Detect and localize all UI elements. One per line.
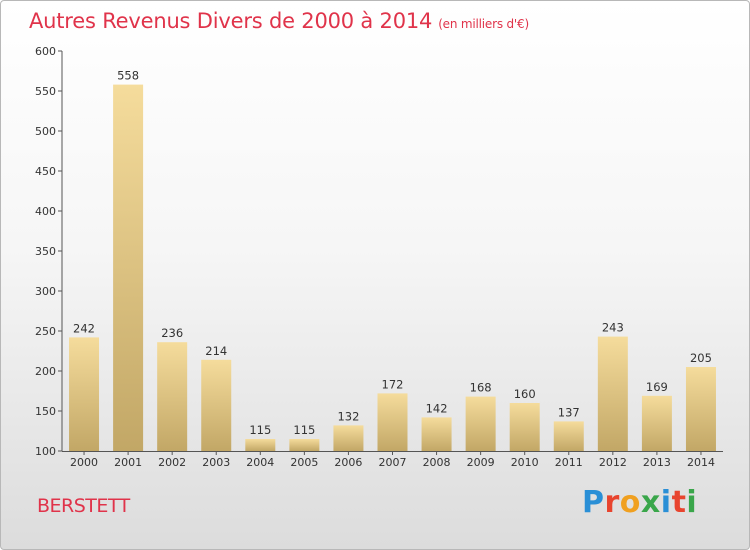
y-tick-label: 250	[35, 325, 56, 338]
value-label-2002: 236	[161, 326, 183, 340]
logo-letter: r	[604, 485, 620, 520]
bar-2006	[333, 425, 364, 451]
logo-letter: x	[640, 485, 661, 520]
value-label-2011: 137	[558, 405, 580, 419]
bar-2003	[201, 359, 232, 451]
chart-subtitle: (en milliers d'€)	[438, 17, 529, 31]
y-tick-label: 350	[35, 245, 56, 258]
y-tick-label: 400	[35, 205, 56, 218]
logo-letter: t	[671, 485, 687, 520]
value-label-2006: 132	[337, 409, 359, 423]
y-tick-label: 100	[35, 445, 56, 458]
bar-2013	[641, 395, 672, 451]
logo-letter: i	[686, 485, 698, 520]
x-tick-label-2013: 2013	[643, 456, 671, 469]
bar-2014	[685, 367, 716, 451]
y-tick-label: 450	[35, 165, 56, 178]
location-label: BERSTETT	[37, 495, 130, 517]
value-label-2005: 115	[293, 423, 315, 437]
x-tick-label-2004: 2004	[246, 456, 274, 469]
x-tick-label-2007: 2007	[379, 456, 407, 469]
x-tick-label-2008: 2008	[423, 456, 451, 469]
value-label-2014: 205	[690, 351, 712, 365]
x-tick-label-2014: 2014	[687, 456, 715, 469]
value-label-2007: 172	[382, 377, 404, 391]
value-label-2008: 142	[426, 401, 448, 415]
bar-2012	[597, 336, 628, 451]
bar-2010	[509, 403, 540, 451]
bar-2002	[157, 342, 188, 451]
bar-2005	[289, 439, 320, 451]
y-tick-label: 600	[35, 45, 56, 58]
x-tick-label-2010: 2010	[511, 456, 539, 469]
bar-2000	[69, 337, 100, 451]
y-tick-label: 500	[35, 125, 56, 138]
value-label-2003: 214	[205, 344, 227, 358]
bar-2009	[465, 396, 496, 451]
y-tick-label: 200	[35, 365, 56, 378]
x-tick-label-2000: 2000	[70, 456, 98, 469]
bar-2001	[113, 84, 144, 451]
value-label-2009: 168	[470, 381, 492, 395]
x-tick-label-2001: 2001	[114, 456, 142, 469]
x-tick-label-2006: 2006	[334, 456, 362, 469]
bar-2008	[421, 417, 452, 451]
value-label-2000: 242	[73, 321, 95, 335]
value-label-2001: 558	[117, 69, 139, 83]
y-tick-label: 550	[35, 85, 56, 98]
proxiti-logo: Proxiti	[582, 485, 697, 520]
bar-2007	[377, 393, 408, 451]
x-tick-label-2009: 2009	[467, 456, 495, 469]
logo-letter: P	[582, 485, 605, 520]
bar-2004	[245, 439, 276, 451]
x-tick-label-2011: 2011	[555, 456, 583, 469]
logo-letter: i	[660, 485, 672, 520]
x-tick-label-2012: 2012	[599, 456, 627, 469]
x-tick-label-2002: 2002	[158, 456, 186, 469]
value-label-2004: 115	[249, 423, 271, 437]
x-tick-label-2005: 2005	[290, 456, 318, 469]
y-tick-label: 300	[35, 285, 56, 298]
value-label-2010: 160	[514, 387, 536, 401]
logo-letter: o	[619, 485, 641, 520]
chart-title: Autres Revenus Divers de 2000 à 2014 (en …	[29, 9, 529, 33]
value-label-2013: 169	[646, 380, 668, 394]
y-tick-label: 150	[35, 405, 56, 418]
value-label-2012: 243	[602, 321, 624, 335]
x-tick-label-2003: 2003	[202, 456, 230, 469]
bar-2011	[553, 421, 584, 451]
